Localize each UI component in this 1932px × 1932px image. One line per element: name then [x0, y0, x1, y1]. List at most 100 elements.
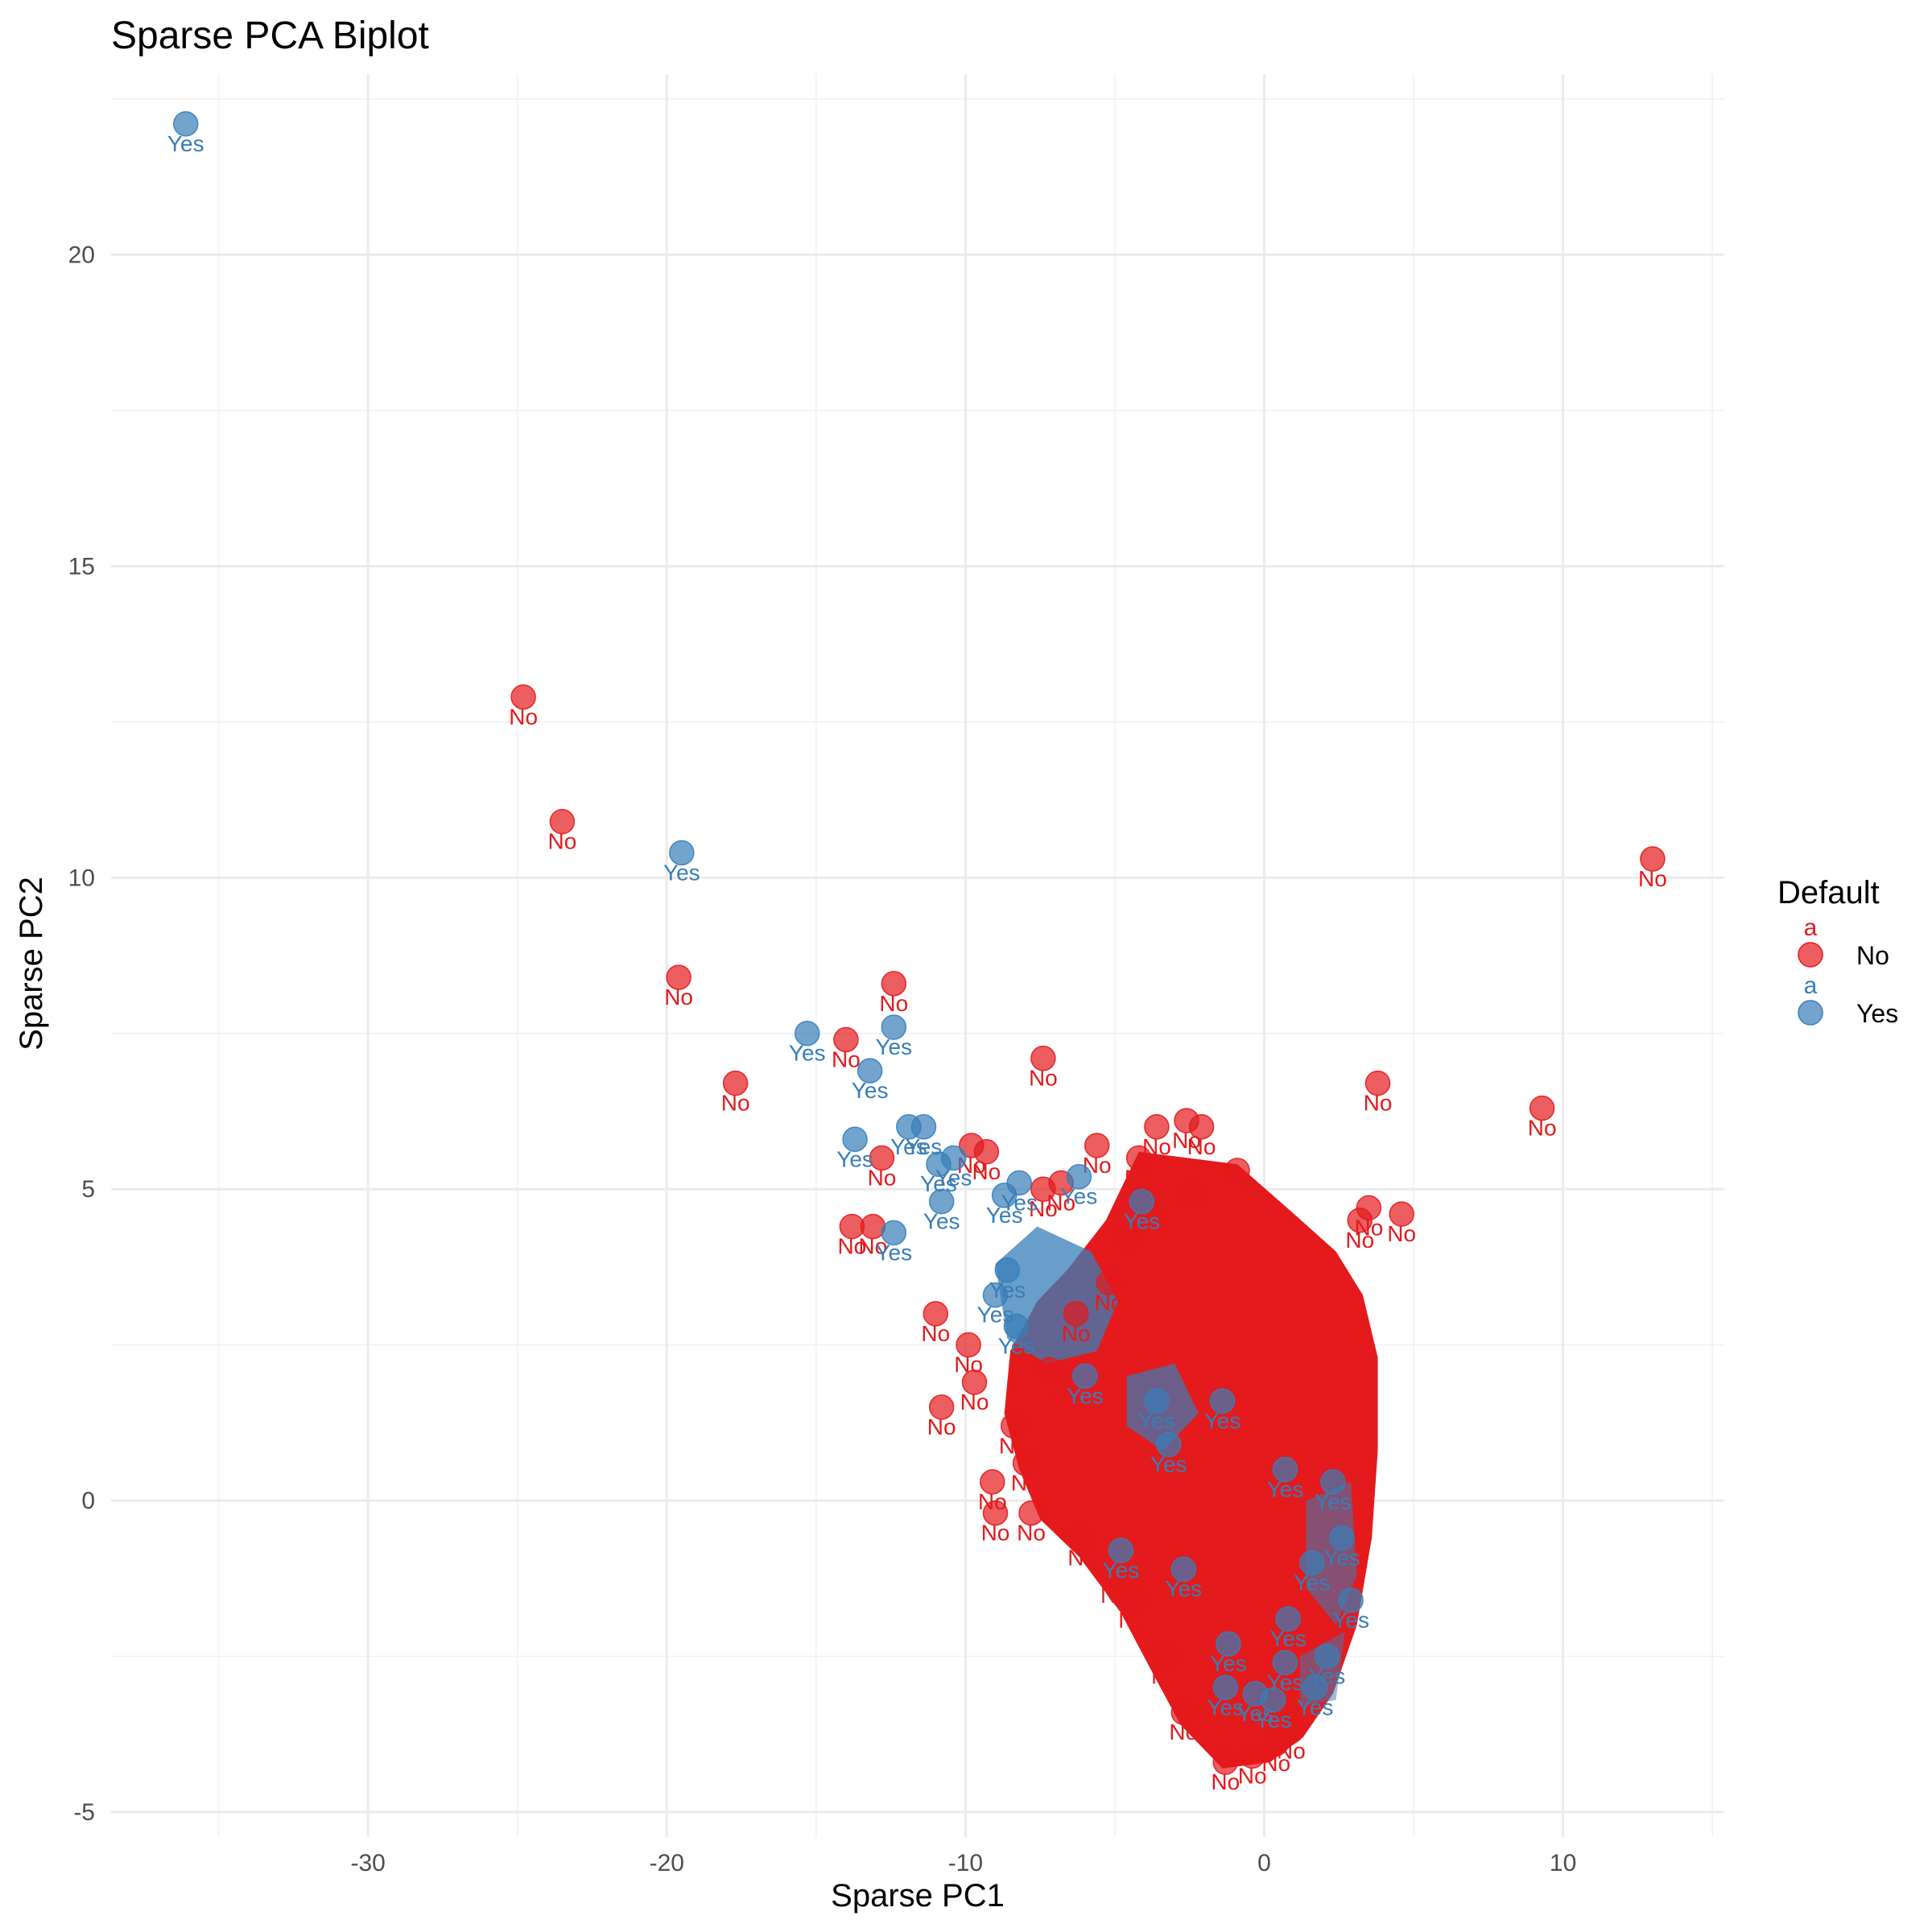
point-label-no: No [509, 704, 538, 729]
point-yes [991, 1183, 1018, 1208]
point-yes [1299, 1550, 1325, 1576]
point-yes [1066, 1163, 1092, 1190]
point-yes [857, 1058, 883, 1084]
point-label-yes: Yes [1294, 1571, 1331, 1596]
point-label-no: No [1187, 1134, 1216, 1159]
point-no [1347, 1208, 1373, 1233]
point-label-no: No [1034, 1377, 1063, 1402]
point-yes [1129, 1188, 1155, 1215]
point-no [1179, 1183, 1206, 1208]
point-no [923, 1301, 949, 1327]
point-no [549, 808, 576, 835]
point-no [869, 1145, 895, 1171]
point-no [928, 1394, 955, 1420]
point-no [982, 1500, 1009, 1526]
x-tick-label: -30 [350, 1850, 385, 1876]
point-label-no: No [927, 1414, 956, 1439]
point-label-no: No [547, 829, 576, 854]
point-yes [910, 1114, 937, 1140]
point-yes [1338, 1587, 1364, 1613]
point-no [1036, 1356, 1063, 1383]
point-label-yes: Yes [1323, 1546, 1360, 1571]
point-no [1069, 1525, 1095, 1551]
point-no [1188, 1114, 1215, 1140]
point-label-yes: Yes [986, 1203, 1023, 1228]
point-yes [794, 1020, 820, 1046]
legend: Default a No a Yes [1777, 875, 1898, 1028]
y-axis-tick-labels: -5 0 5 10 15 20 [68, 242, 95, 1826]
point-yes [1170, 1556, 1197, 1582]
point-label-yes: Yes [1067, 1383, 1104, 1408]
point-no [1096, 1269, 1122, 1296]
point-yes [1209, 1388, 1236, 1414]
y-tick-label: 15 [68, 553, 95, 580]
point-no [666, 964, 691, 990]
point-label-yes: Yes [663, 860, 700, 885]
point-label-no: No [832, 1046, 861, 1071]
point-yes [669, 840, 695, 866]
point-label-no: No [921, 1321, 950, 1346]
point-label-yes: Yes [875, 1240, 912, 1265]
point-label-no: No [1223, 1178, 1252, 1203]
point-label-no: No [1151, 1664, 1180, 1689]
point-yes [881, 1220, 907, 1246]
point-yes [1072, 1363, 1098, 1389]
point-label-no: No [1118, 1608, 1147, 1633]
point-label-no: No [1125, 1166, 1154, 1191]
point-no [881, 971, 907, 997]
point-label-no: No [1011, 1471, 1040, 1496]
point-label-yes: Yes [1103, 1558, 1140, 1583]
legend-label-no: No [1856, 941, 1889, 970]
point-label-yes: Yes [1332, 1608, 1369, 1633]
point-no [1030, 1045, 1056, 1071]
point-no [1224, 1158, 1250, 1183]
point-label-yes: Yes [1150, 1451, 1187, 1476]
point-label-no: No [1062, 1321, 1091, 1346]
point-label-no: No [664, 985, 693, 1009]
point-no [510, 684, 536, 710]
point-label-no: No [1137, 1221, 1166, 1246]
point-label-no: No [868, 1166, 897, 1191]
point-label-no: No [1046, 1190, 1075, 1215]
legend-title: Default [1777, 875, 1880, 910]
y-tick-label: 20 [68, 242, 95, 268]
point-label-no: No [1113, 1246, 1141, 1271]
point-label-yes: Yes [935, 1166, 972, 1191]
y-tick-label: 5 [81, 1176, 95, 1203]
point-yes [1212, 1674, 1238, 1701]
point-label-yes: Yes [1255, 1707, 1292, 1732]
y-axis-title: Sparse PC2 [14, 877, 49, 1051]
point-label-no: No [879, 991, 908, 1016]
point-no [980, 1469, 1005, 1495]
point-yes [1144, 1388, 1170, 1414]
point-no [973, 1139, 1000, 1165]
x-axis-tick-labels: -30 -20 -10 0 10 [350, 1850, 1576, 1876]
legend-key-text-glyph: a [1804, 914, 1818, 941]
legend-label-yes: Yes [1856, 999, 1898, 1028]
point-label-yes: Yes [836, 1146, 873, 1171]
point-yes [842, 1126, 868, 1153]
point-no [1001, 1413, 1026, 1439]
point-yes [1272, 1456, 1298, 1483]
point-label-no: No [972, 1159, 1001, 1184]
point-yes [881, 1014, 907, 1040]
point-yes [1302, 1674, 1328, 1701]
point-no [1389, 1201, 1414, 1227]
point-no [1364, 1070, 1391, 1096]
point-no [1120, 1587, 1146, 1613]
point-yes [173, 111, 199, 137]
point-label-no: No [1387, 1221, 1416, 1246]
point-label-yes: Yes [1210, 1651, 1247, 1676]
y-tick-label: 0 [81, 1488, 95, 1514]
point-label-yes: Yes [789, 1041, 826, 1066]
point-yes [994, 1257, 1021, 1283]
minor-gridlines [111, 74, 1724, 1837]
point-no [1084, 1133, 1110, 1158]
point-yes [1003, 1313, 1030, 1340]
point-no [1012, 1450, 1038, 1476]
point-label-no: No [1100, 1583, 1129, 1608]
point-no [1529, 1095, 1555, 1121]
point-label-no: No [1364, 1091, 1393, 1116]
legend-key-point [1798, 942, 1823, 968]
